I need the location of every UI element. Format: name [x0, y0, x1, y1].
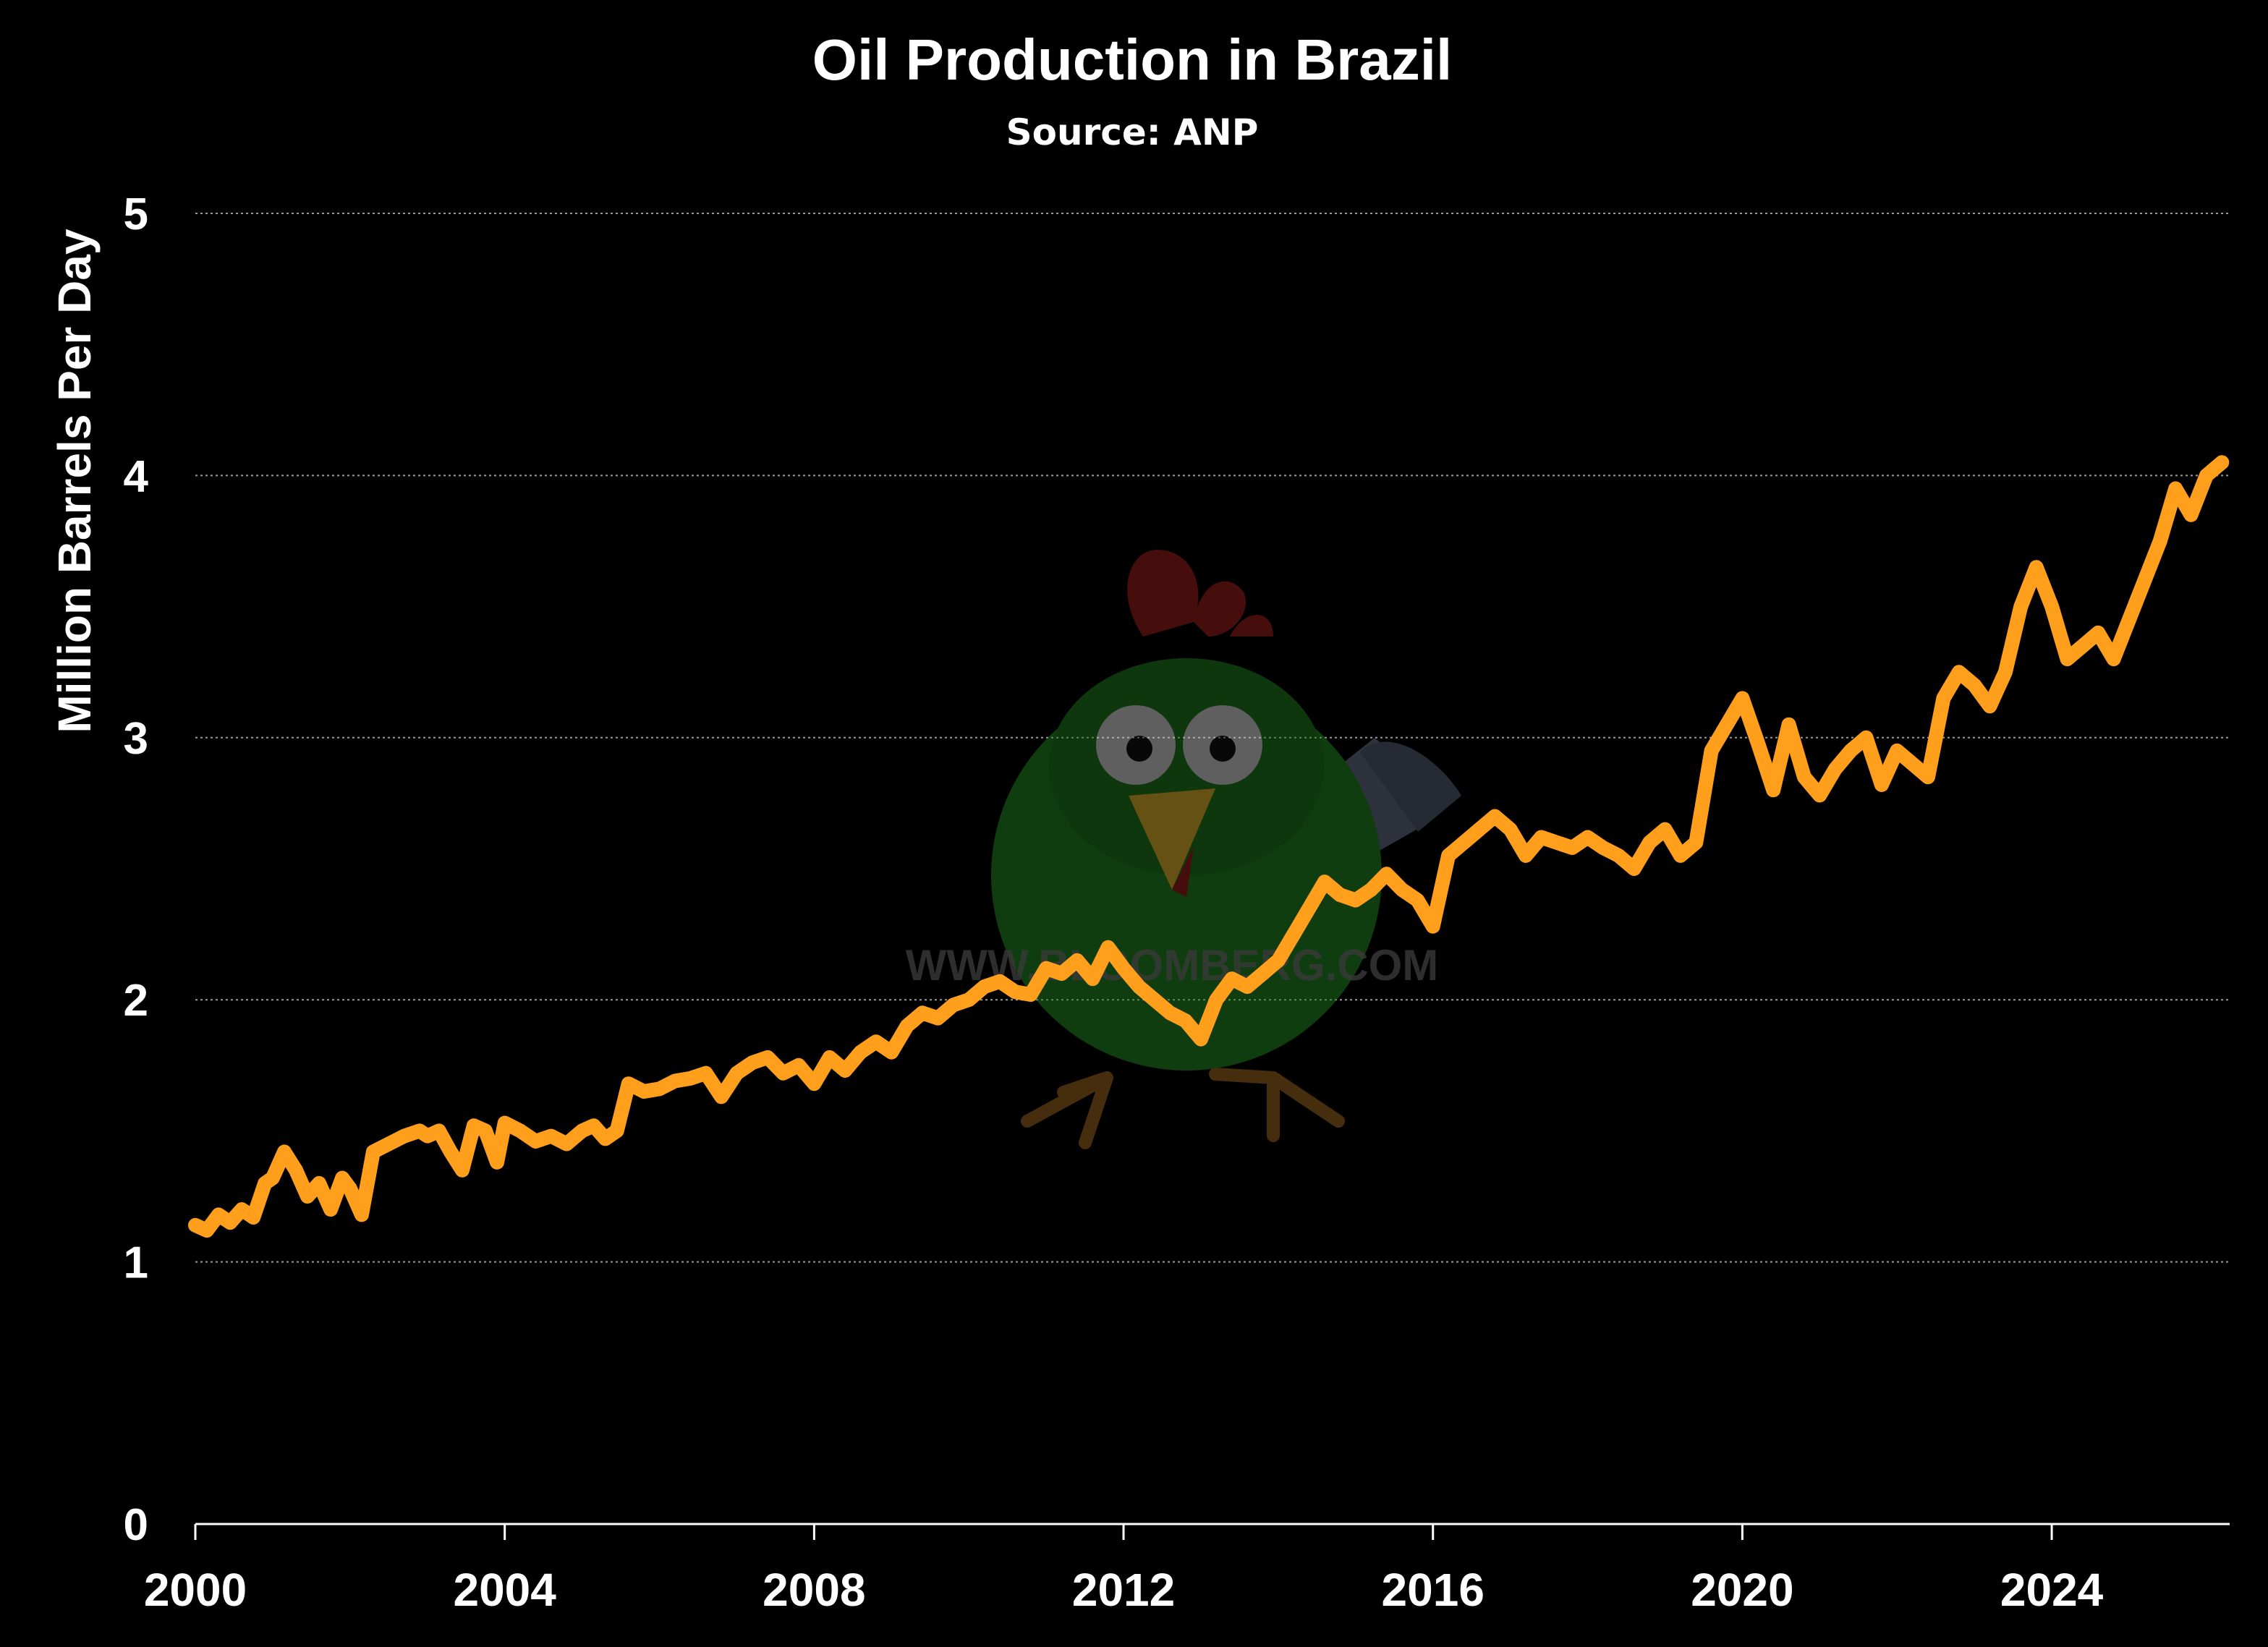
x-tick-label: 2000 [144, 1564, 247, 1616]
mascot-watermark [991, 550, 1461, 1149]
x-tick-marks [194, 1524, 2053, 1540]
y-tick-labels: 0 1 2 3 4 5 [124, 190, 149, 1550]
x-tick-label: 2016 [1382, 1564, 1485, 1616]
x-tick-labels: 2000 2004 2008 2012 2016 2020 2024 [144, 1564, 2104, 1616]
y-tick-label: 3 [124, 714, 148, 764]
x-tick-label: 2024 [2000, 1564, 2104, 1616]
series-group [188, 455, 2230, 1238]
y-tick-label: 2 [124, 976, 148, 1026]
y-tick-label: 4 [124, 451, 149, 501]
x-tick-label: 2020 [1691, 1564, 1793, 1616]
y-tick-label: 1 [124, 1238, 148, 1288]
x-tick-label: 2012 [1072, 1564, 1175, 1616]
chart-subtitle: Source: ANP [1006, 111, 1259, 153]
x-tick-label: 2008 [763, 1564, 865, 1616]
chart-title: Oil Production in Brazil [812, 27, 1453, 92]
series-line-0 [188, 455, 2230, 1238]
y-tick-label: 5 [124, 190, 148, 239]
y-axis-label: Million Barrels Per Day [48, 229, 101, 733]
x-tick-label: 2004 [453, 1564, 556, 1616]
y-tick-label: 0 [124, 1500, 148, 1550]
